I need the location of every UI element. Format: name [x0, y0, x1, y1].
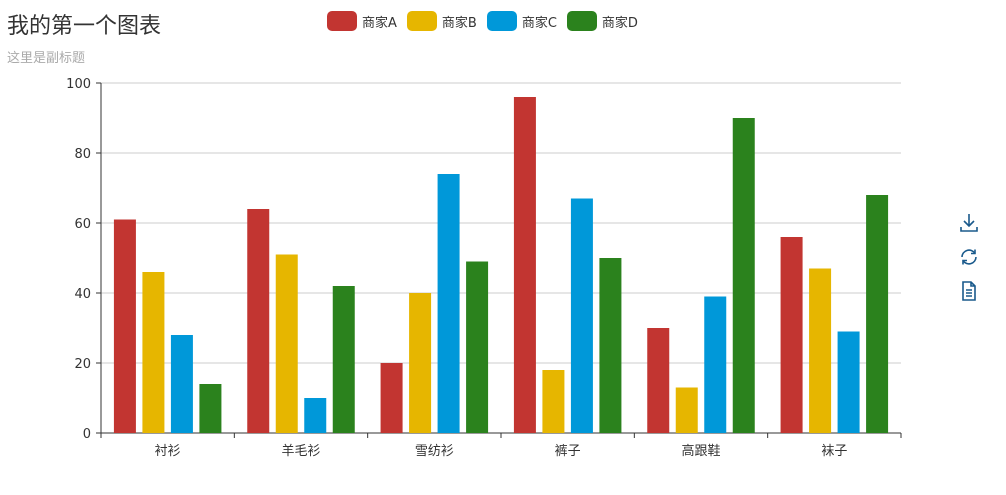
chart-subtitle: 这里是副标题 [7, 51, 86, 66]
bar-1-2 [247, 209, 270, 433]
legend-label-a: 商家A [362, 15, 397, 31]
y-tick-label: 20 [74, 357, 91, 372]
x-tick-label: 雪纺衫 [415, 444, 454, 459]
legend-label-c: 商家C [521, 15, 557, 31]
legend-swatch-a [327, 11, 357, 31]
legend-swatch-b [406, 11, 437, 31]
bar-3-6 [837, 331, 860, 433]
refresh-icon[interactable] [958, 246, 980, 268]
bar-3-5 [704, 296, 727, 433]
download-icon[interactable] [958, 212, 980, 234]
bar-2-6 [809, 268, 832, 433]
bar-2-4 [542, 370, 565, 433]
bar-4-1 [199, 384, 222, 433]
y-tick-label: 80 [74, 147, 91, 162]
y-tick-label: 40 [74, 287, 91, 302]
bar-2-3 [409, 293, 432, 433]
bar-4-3 [466, 261, 489, 433]
bar-2-5 [675, 387, 698, 433]
bar-4-6 [866, 195, 889, 433]
legend-item-b[interactable]: 商家B [406, 11, 477, 31]
legend-label-d: 商家D [601, 15, 638, 31]
legend-item-d[interactable]: 商家D [566, 11, 638, 31]
legend-swatch-c [486, 11, 517, 31]
x-tick-label: 衬衫 [155, 444, 181, 459]
y-tick-label: 0 [83, 427, 91, 442]
x-tick-label: 裤子 [555, 444, 581, 459]
bar-3-4 [570, 198, 593, 433]
toolbox [958, 212, 980, 314]
bar-4-5 [732, 118, 755, 433]
x-tick-label: 袜子 [821, 444, 847, 459]
x-tick-label: 羊毛衫 [281, 443, 320, 459]
bar-3-2 [304, 398, 327, 433]
data-view-icon[interactable] [958, 280, 980, 302]
bar-3-1 [170, 335, 193, 433]
y-tick-label: 100 [66, 77, 91, 92]
legend-label-b: 商家B [441, 15, 477, 31]
bar-1-6 [780, 237, 803, 433]
legend: 商家A 商家B 商家C 商家D [327, 11, 648, 31]
legend-item-a[interactable]: 商家A [327, 11, 397, 31]
y-tick-label: 60 [74, 217, 91, 232]
bar-2-2 [275, 254, 298, 433]
bar-3-3 [437, 174, 460, 433]
bar-1-4 [513, 97, 536, 433]
legend-item-c[interactable]: 商家C [486, 11, 557, 31]
bar-1-5 [647, 328, 670, 433]
bar-4-2 [332, 286, 355, 433]
bar-4-4 [599, 258, 622, 433]
bar-1-1 [113, 219, 136, 433]
legend-swatch-d [566, 11, 597, 31]
bar-1-3 [380, 363, 403, 433]
chart-title: 我的第一个图表 [7, 14, 162, 39]
x-tick-label: 高跟鞋 [681, 443, 720, 459]
bar-2-1 [142, 272, 165, 433]
